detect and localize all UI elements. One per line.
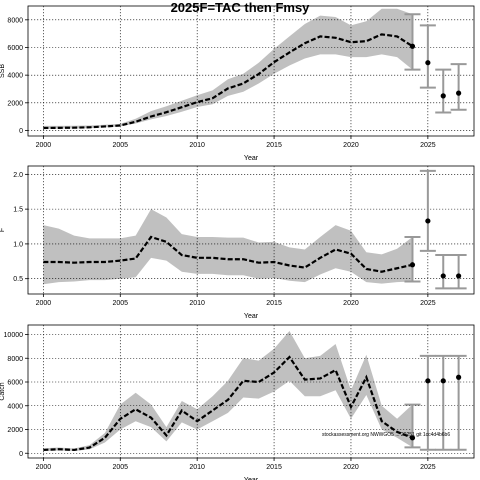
chart-1-ytick-label: 0 (19, 128, 23, 135)
chart-2-confidence-band (43, 209, 413, 285)
chart-1-projection-point (456, 90, 462, 96)
chart-1-xtick-label: 2005 (112, 142, 128, 149)
chart-2-ytick-label: 2.0 (13, 172, 23, 179)
chart-2-ytick-label: 1.5 (13, 207, 23, 214)
chart-1-xlabel: Year (244, 155, 259, 162)
chart-1-last-point (409, 43, 416, 49)
chart-3-ytick-label: 8000 (7, 356, 23, 363)
chart-2-xtick-label: 2025 (420, 300, 436, 307)
chart-1-xtick-label: 2020 (343, 142, 359, 149)
chart-2-projection-point (425, 218, 431, 224)
chart-3-ytick-label: 0 (19, 451, 23, 458)
chart-3-ytick-label: 4000 (7, 403, 23, 410)
chart-3-projection-point (456, 374, 462, 380)
chart-1-xtick-label: 2015 (266, 142, 282, 149)
chart-2-xtick-label: 2000 (36, 300, 52, 307)
chart-1-ytick-label: 8000 (7, 17, 23, 24)
chart-2-xtick-label: 2005 (112, 300, 128, 307)
chart-2-ylabel: F (0, 228, 6, 232)
chart-1-xtick-label: 2010 (189, 142, 205, 149)
page-title: 2025F=TAC then Fmsy (170, 0, 310, 15)
chart-1-xtick-label: 2025 (420, 142, 436, 149)
chart-2-series-line (43, 235, 413, 273)
watermark-text: stockassessment.org NWWGO5 ... 20251 git… (322, 432, 450, 438)
panel-3: 2000 2005 2010 2015 2020 2025 0 2000 4000 6000 800… (0, 324, 475, 480)
chart-3-series-line (43, 355, 413, 452)
chart-1-ylabel: SSB (0, 64, 6, 78)
chart-2-ytick-label: 0.5 (13, 276, 23, 283)
chart-3-projection-point (425, 378, 431, 384)
chart-2-xtick-label: 2015 (266, 300, 282, 307)
chart-3-last-point (409, 435, 416, 441)
chart-3-xlabel: Year (244, 477, 259, 480)
chart-3-xtick-label: 2020 (343, 464, 359, 471)
chart-1-projection-point (440, 93, 446, 99)
chart-3-confidence-band (43, 330, 413, 452)
chart-2-projection-point (440, 273, 446, 279)
chart-2-ytick-label: 1.0 (13, 241, 23, 248)
chart-3-xtick-label: 2015 (266, 464, 282, 471)
chart-1-ytick-label: 6000 (7, 45, 23, 52)
chart-1-series-line (43, 33, 414, 130)
chart-1-confidence-band (43, 8, 413, 129)
chart-2-projection-point (456, 273, 462, 279)
chart-2-xtick-label: 2020 (343, 300, 359, 307)
panel-1: 2000 2005 2010 2015 2020 2025 0 2000 4000 6000 800… (0, 5, 475, 162)
chart-1-ytick-label: 2000 (7, 100, 23, 107)
chart-1-ytick-label: 4000 (7, 73, 23, 80)
chart-2-xtick-label: 2010 (189, 300, 205, 307)
chart-2-last-point (409, 262, 416, 268)
chart-3-frame (27, 324, 475, 459)
chart-2-xlabel: Year (244, 313, 259, 320)
panel-2: 2000 2005 2010 2015 2020 2025 0.5 1.0 1.5 2.0 Year… (0, 165, 475, 320)
chart-3-ylabel: Catch (0, 382, 6, 400)
chart-3-xtick-label: 2025 (420, 464, 436, 471)
chart-3-xtick-label: 2010 (189, 464, 205, 471)
chart-3-xtick-label: 2005 (112, 464, 128, 471)
chart-1-projection-point (425, 60, 431, 66)
chart-1-frame (27, 5, 475, 137)
chart-3-ytick-label: 6000 (7, 380, 23, 387)
chart-1-xtick-label: 2000 (36, 142, 52, 149)
chart-3-projection-point (440, 378, 446, 384)
chart-2-frame (27, 165, 475, 295)
chart-3-ytick-label: 2000 (7, 427, 23, 434)
chart-3-xtick-label: 2000 (36, 464, 52, 471)
chart-3-ytick-label: 10000 (4, 332, 24, 339)
